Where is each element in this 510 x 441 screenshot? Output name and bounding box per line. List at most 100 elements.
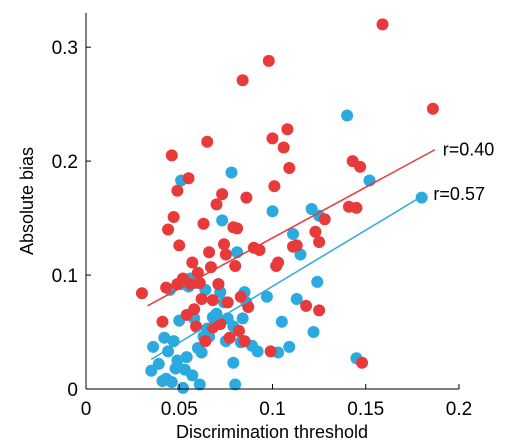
data-point — [180, 351, 193, 364]
data-point — [223, 331, 236, 344]
correlation-labels: r=0.40 r=0.57 — [433, 140, 494, 204]
data-point — [165, 149, 178, 162]
y-tick-label: 0 — [67, 380, 78, 401]
data-point — [218, 238, 231, 251]
data-point — [266, 205, 279, 218]
data-point — [173, 239, 186, 252]
y-tick-label: 0.2 — [52, 152, 78, 173]
fit-lines — [147, 149, 436, 361]
data-point — [191, 266, 204, 279]
data-point — [193, 277, 206, 290]
data-point — [210, 307, 223, 320]
data-point — [275, 315, 288, 328]
fit-line — [150, 193, 426, 361]
data-point — [206, 294, 219, 307]
data-point — [236, 74, 249, 87]
x-tick-label: 0 — [81, 399, 92, 420]
data-point — [242, 300, 255, 313]
x-axis-ticks: 0 0.05 0.1 0.15 0.2 — [81, 384, 472, 420]
data-point — [171, 354, 184, 367]
data-point — [307, 326, 320, 339]
data-point — [356, 356, 369, 369]
data-point — [176, 381, 189, 394]
data-point — [162, 345, 175, 358]
data-point — [232, 324, 245, 337]
x-tick-label: 0.05 — [161, 399, 198, 420]
data-point — [300, 299, 313, 312]
data-point — [201, 135, 214, 148]
data-point — [238, 335, 251, 348]
data-point — [354, 160, 367, 173]
data-point — [318, 213, 331, 226]
data-point — [277, 141, 290, 154]
data-point — [309, 225, 322, 238]
data-point — [195, 346, 208, 359]
data-point — [216, 188, 229, 201]
data-point — [186, 369, 199, 382]
data-point — [162, 223, 175, 236]
correlation-label: r=0.57 — [433, 184, 485, 204]
data-point — [216, 214, 229, 227]
x-tick-label: 0.15 — [347, 399, 384, 420]
data-point — [264, 345, 277, 358]
data-point — [210, 198, 223, 211]
data-point — [283, 340, 296, 353]
x-tick-label: 0.1 — [259, 399, 285, 420]
data-point — [229, 259, 242, 272]
data-point — [234, 290, 247, 303]
y-axis-title: Absolute bias — [17, 147, 37, 255]
data-point — [227, 356, 240, 369]
data-point — [341, 109, 354, 122]
data-point — [188, 303, 201, 316]
data-point — [294, 248, 307, 261]
data-point — [190, 320, 203, 333]
data-point — [225, 166, 238, 179]
data-point — [182, 172, 195, 185]
x-axis-title: Discrimination threshold — [176, 422, 368, 441]
data-point — [231, 222, 244, 235]
data-point — [147, 340, 160, 353]
data-point — [350, 201, 363, 214]
data-point — [415, 191, 428, 204]
y-tick-label: 0.3 — [52, 38, 78, 59]
data-point — [212, 278, 225, 291]
data-point — [193, 378, 206, 391]
data-point — [251, 345, 264, 358]
data-point — [219, 248, 232, 261]
data-point — [167, 210, 180, 223]
data-point — [283, 161, 296, 174]
points-layer — [135, 18, 439, 394]
fit-line — [147, 149, 436, 307]
data-point — [272, 256, 285, 269]
x-tick-label: 0.2 — [446, 399, 472, 420]
data-point — [236, 312, 249, 325]
data-point — [262, 54, 275, 67]
data-point — [135, 287, 148, 300]
data-point — [156, 315, 169, 328]
data-point — [214, 318, 227, 331]
data-point — [171, 184, 184, 197]
data-point — [152, 357, 165, 370]
data-point — [165, 376, 178, 389]
data-point — [195, 292, 208, 305]
data-point — [290, 239, 303, 252]
data-point — [160, 281, 173, 294]
data-point — [229, 378, 242, 391]
y-tick-label: 0.1 — [52, 266, 78, 287]
data-point — [260, 290, 273, 303]
data-point — [313, 304, 326, 317]
correlation-label: r=0.40 — [443, 140, 495, 160]
data-point — [199, 335, 212, 348]
data-point — [158, 331, 171, 344]
data-point — [197, 217, 210, 230]
data-point — [266, 132, 279, 145]
data-point — [240, 191, 253, 204]
data-point — [268, 180, 281, 193]
data-point — [313, 236, 326, 249]
data-point — [376, 18, 389, 31]
y-axis-ticks: 0 0.1 0.2 0.3 — [52, 38, 91, 401]
data-point — [426, 102, 439, 115]
data-point — [186, 256, 199, 269]
data-point — [221, 296, 234, 309]
